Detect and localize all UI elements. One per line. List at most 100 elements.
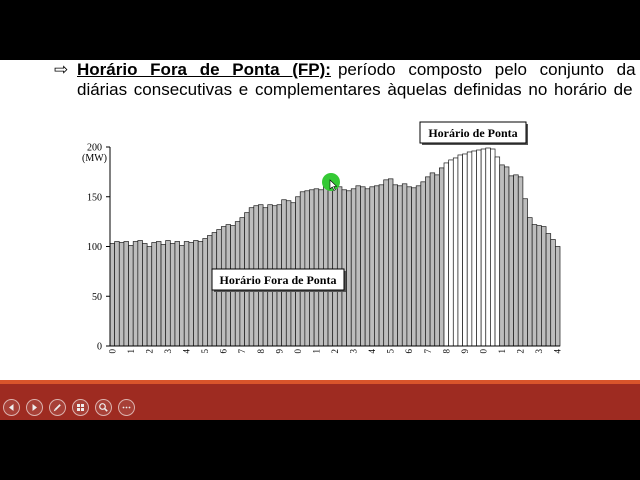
off-peak-bar (318, 189, 324, 347)
x-tick-label: 9 (274, 349, 284, 354)
see-all-slides-button[interactable] (72, 399, 89, 416)
magnifier-handle (104, 408, 108, 412)
off-peak-bar (137, 240, 143, 347)
grid-cell (77, 404, 80, 407)
off-peak-bar (179, 245, 185, 347)
off-peak-bar (360, 186, 366, 347)
definition-text-line-1: período composto pelo conjunto da (337, 60, 636, 79)
x-tick-label: 3 (534, 349, 544, 354)
off-peak-bar (323, 184, 329, 347)
next-slide-button[interactable] (26, 399, 43, 416)
off-peak-bar (332, 183, 338, 347)
peak-bar (448, 159, 454, 347)
peak-label-text: Horário de Ponta (428, 126, 517, 140)
off-peak-bar (401, 183, 408, 347)
off-peak-bar (193, 240, 199, 347)
x-tick-label: 7 (423, 349, 433, 354)
x-tick-label: 6 (404, 349, 414, 354)
slide: ⇨ Horário Fora de Ponta (FP): período com… (0, 60, 640, 420)
next-arrow-shape (32, 404, 37, 411)
off-peak-bar (114, 241, 120, 347)
off-peak-bar (169, 243, 176, 347)
y-tick-label: 0 (97, 342, 102, 353)
off-peak-bar (207, 235, 213, 347)
magnifier-lens (99, 403, 106, 410)
off-peak-bar (513, 174, 519, 347)
off-peak-bar (388, 178, 394, 347)
off-peak-bar (499, 164, 505, 347)
off-peak-bar (151, 242, 157, 347)
accent-line (0, 380, 640, 384)
off-peak-bar (146, 246, 153, 347)
pen-tool-button[interactable] (49, 399, 66, 416)
off-peak-label-text: Horário Fora de Ponta (220, 273, 337, 287)
y-axis-ticks: 0 50 100 150 200 (87, 143, 110, 353)
x-tick-label: 1 (311, 349, 321, 354)
peak-bar (485, 147, 491, 347)
x-tick-label: 8 (441, 349, 451, 354)
off-peak-bar (536, 225, 542, 347)
peak-period-label: Horário de Ponta (419, 121, 528, 145)
off-peak-bar (425, 176, 431, 347)
off-peak-bar (508, 175, 514, 347)
pen-body (54, 404, 61, 411)
x-tick-label: 8 (256, 349, 266, 354)
y-tick-label: 50 (92, 292, 102, 303)
more-options-button[interactable] (118, 399, 135, 416)
off-peak-bar (397, 185, 403, 347)
off-peak-bar (197, 241, 204, 347)
x-tick-label: 4 (367, 349, 377, 354)
off-peak-bar (420, 181, 426, 347)
off-peak-bar (341, 189, 347, 347)
off-peak-bar (346, 190, 352, 347)
letterbox-top (0, 0, 640, 60)
off-peak-bar (109, 243, 115, 347)
off-peak-bar (350, 188, 357, 347)
grid-cell (81, 404, 84, 407)
x-tick-label: 0 (107, 349, 117, 354)
peak-bar (443, 162, 450, 347)
off-peak-bar (304, 190, 310, 347)
next-arrow-icon (32, 404, 37, 411)
off-peak-bar (411, 187, 417, 347)
off-peak-bar (541, 226, 547, 347)
x-tick-label: 4 (182, 349, 192, 354)
more-icon (122, 406, 131, 409)
off-peak-bar (415, 185, 422, 347)
peak-bar (476, 149, 482, 347)
y-tick-label: 100 (87, 242, 102, 253)
off-peak-bar (383, 179, 389, 347)
x-tick-label: 7 (237, 349, 247, 354)
x-tick-label: 3 (349, 349, 359, 354)
peak-bar (462, 153, 468, 347)
off-peak-bar (378, 184, 385, 347)
x-tick-label: 2 (516, 349, 526, 354)
off-peak-bar (374, 185, 380, 347)
x-tick-label: 1 (497, 349, 507, 354)
pen-icon (53, 404, 61, 412)
off-peak-label-box (211, 268, 345, 291)
off-peak-bar (550, 239, 556, 347)
off-peak-bar (123, 241, 129, 347)
x-tick-label: 5 (386, 349, 396, 354)
off-peak-bar (160, 244, 167, 347)
off-peak-bar (309, 189, 315, 347)
previous-slide-button[interactable] (3, 399, 20, 416)
zoom-button[interactable] (95, 399, 112, 416)
off-peak-bar (522, 198, 528, 347)
y-tick-label: 150 (87, 192, 102, 203)
peak-bar (457, 154, 463, 347)
x-tick-label: 5 (200, 349, 210, 354)
x-tick-label: 6 (219, 349, 229, 354)
x-tick-label: 0 (478, 349, 488, 354)
term-heading: Horário Fora de Ponta (FP): (77, 60, 331, 79)
slide-grid-icon (77, 404, 84, 411)
off-peak-bar (132, 241, 139, 347)
off-peak-bar (369, 186, 375, 347)
bullet-line-1: Horário Fora de Ponta (FP): período compo… (77, 60, 640, 80)
peak-bar (466, 151, 473, 347)
x-tick-label: 1 (126, 349, 136, 354)
y-tick-label: 200 (87, 143, 102, 154)
peak-bar (452, 157, 459, 347)
off-peak-bar (392, 184, 398, 347)
